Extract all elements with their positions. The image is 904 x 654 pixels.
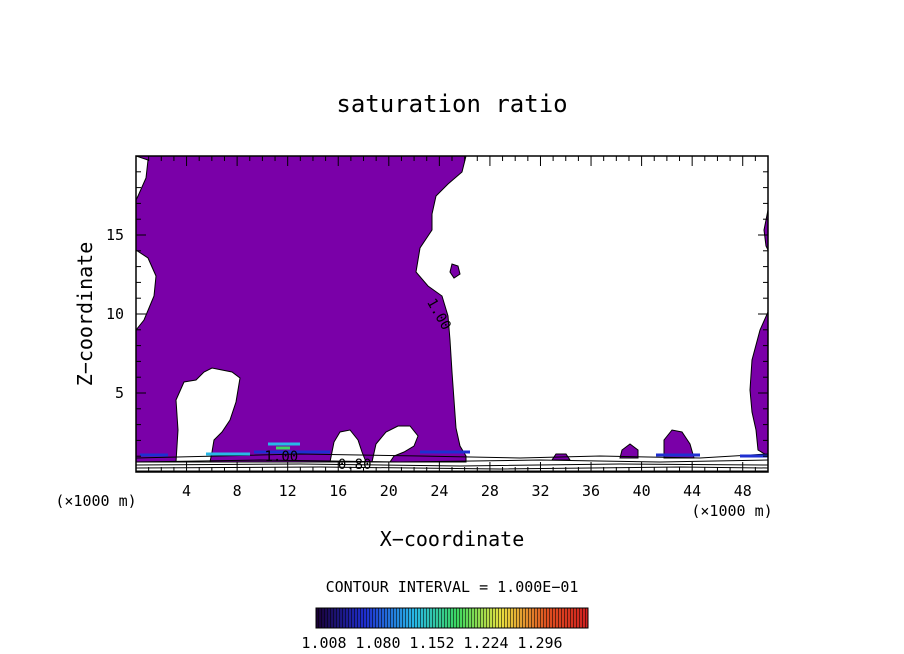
x-tick-label: 8 — [233, 482, 242, 500]
colorbar-stripes — [316, 608, 588, 628]
y-tick-label: 5 — [115, 384, 124, 402]
x-tick-label: 24 — [430, 482, 448, 500]
y-axis-label: Z−coordinate — [73, 242, 97, 387]
clear-hole-17 — [329, 429, 367, 463]
x-tick-label: 36 — [582, 482, 600, 500]
colorbar-label: 1.224 — [463, 634, 508, 652]
filled-blob-40 — [619, 443, 639, 459]
clear-hole-left-edge — [136, 156, 157, 331]
x-tick-label: 12 — [279, 482, 297, 500]
x-tick-label: 40 — [633, 482, 651, 500]
y-tick-label: 15 — [106, 226, 124, 244]
colorbar-label: 1.152 — [409, 634, 454, 652]
x-axis-ticks: 4 8 12 16 20 24 28 32 36 40 44 48 — [148, 156, 756, 500]
y-tick-label: 10 — [106, 305, 124, 323]
x-tick-label: 44 — [683, 482, 701, 500]
x-tick-label: 16 — [329, 482, 347, 500]
x-unit-label-left: (×1000 m) — [55, 492, 136, 510]
x-tick-label: 48 — [734, 482, 752, 500]
colorbar-label: 1.296 — [517, 634, 562, 652]
colorbar: 1.008 1.080 1.152 1.224 1.296 — [301, 607, 589, 652]
x-tick-label: 28 — [481, 482, 499, 500]
y-axis-ticks: 5 10 15 — [106, 171, 768, 457]
x-axis-label: X−coordinate — [380, 527, 525, 551]
colorbar-labels: 1.008 1.080 1.152 1.224 1.296 — [301, 634, 562, 652]
colorbar-label: 1.080 — [355, 634, 400, 652]
x-tick-label: 4 — [182, 482, 191, 500]
chart-title: saturation ratio — [336, 90, 567, 118]
clear-hole-6 — [175, 367, 241, 463]
x-tick-label: 32 — [531, 482, 549, 500]
filled-blob-25 — [449, 263, 461, 279]
x-unit-label-right: (×1000 m) — [691, 502, 772, 520]
filled-region-right — [749, 209, 768, 457]
contour-interval-text: CONTOUR INTERVAL = 1.000E−01 — [326, 578, 579, 596]
contour-label: 1.00 — [265, 449, 299, 465]
x-tick-label: 20 — [380, 482, 398, 500]
clear-hole-21 — [371, 425, 419, 463]
colorbar-label: 1.008 — [301, 634, 346, 652]
contour-fill-layer — [136, 156, 768, 472]
contour-label: 0.80 — [338, 457, 372, 473]
